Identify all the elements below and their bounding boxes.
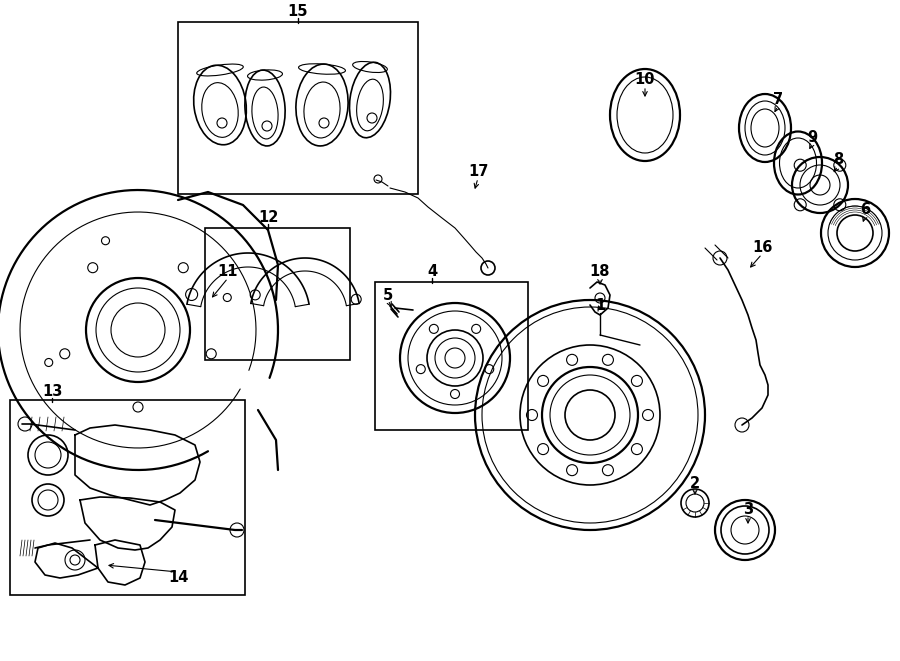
Text: 3: 3 <box>742 502 753 518</box>
Bar <box>205 228 350 360</box>
Text: 12: 12 <box>257 210 278 225</box>
Text: 11: 11 <box>218 264 238 280</box>
Text: 15: 15 <box>288 5 308 20</box>
Text: 10: 10 <box>634 73 655 87</box>
Text: 6: 6 <box>860 202 870 217</box>
Text: 7: 7 <box>773 93 783 108</box>
Text: 9: 9 <box>807 130 817 145</box>
Text: 17: 17 <box>468 165 488 180</box>
Text: 16: 16 <box>752 241 772 256</box>
Bar <box>375 282 528 430</box>
Text: 5: 5 <box>382 288 393 303</box>
Bar <box>10 400 245 595</box>
Text: 1: 1 <box>595 297 605 313</box>
Text: 8: 8 <box>832 153 843 167</box>
Text: 4: 4 <box>427 264 437 280</box>
Bar <box>178 22 418 194</box>
Text: 14: 14 <box>167 570 188 586</box>
Text: 13: 13 <box>41 385 62 399</box>
Text: 2: 2 <box>690 475 700 490</box>
Text: 18: 18 <box>590 264 610 280</box>
